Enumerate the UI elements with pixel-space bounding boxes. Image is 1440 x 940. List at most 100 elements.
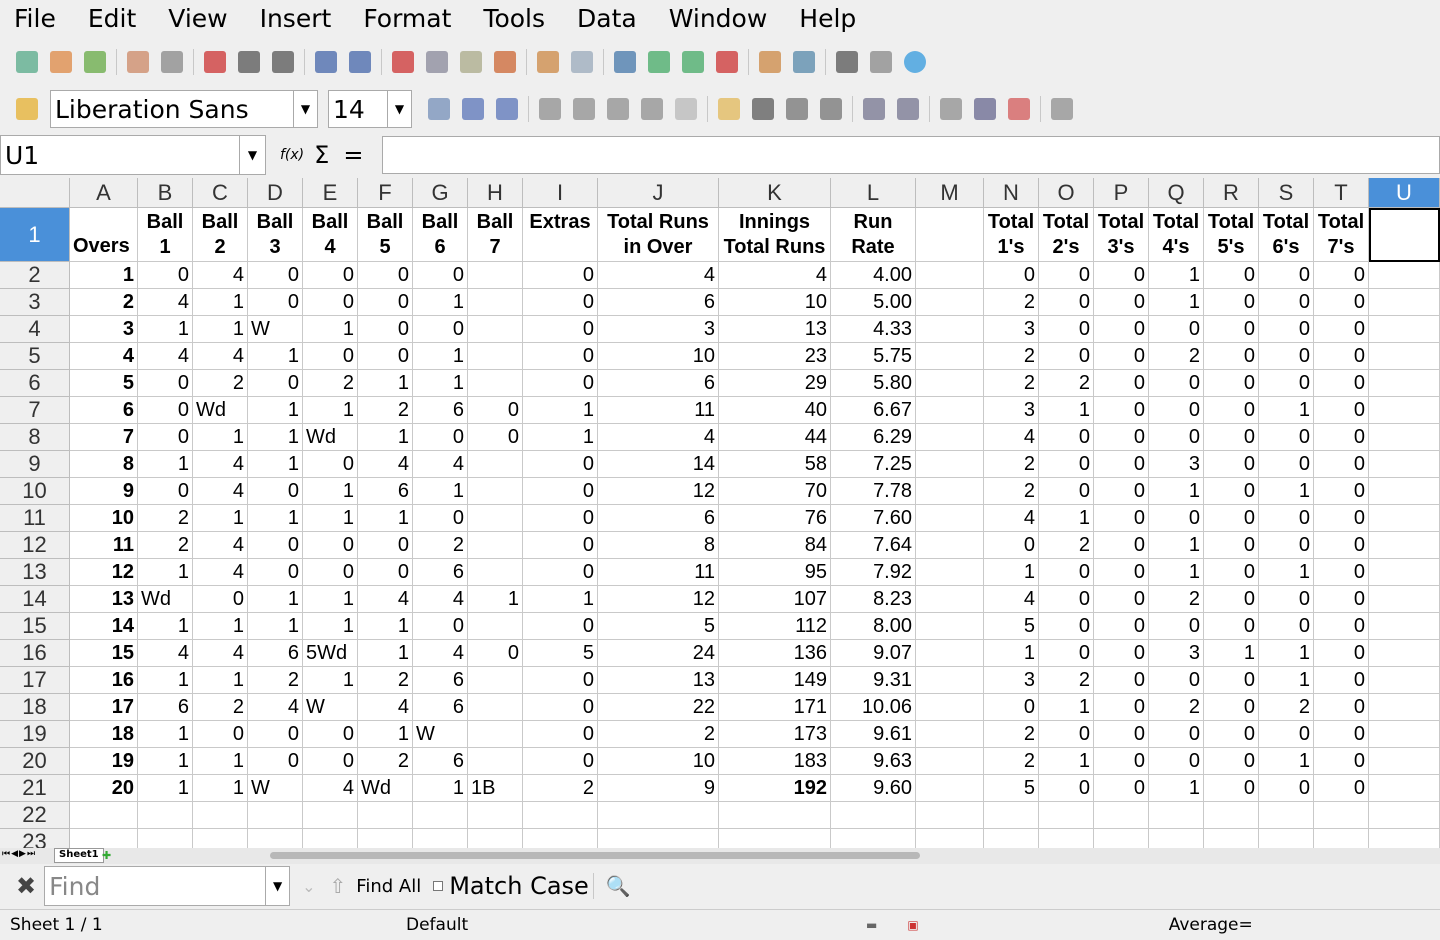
cell-a5[interactable]: 4 (70, 343, 138, 370)
menu-edit[interactable]: Edit (87, 3, 137, 33)
menu-tools[interactable]: Tools (483, 3, 546, 33)
cell-o17[interactable]: 2 (1039, 667, 1094, 694)
cell-e6[interactable]: 2 (303, 370, 358, 397)
cell-s9[interactable]: 0 (1259, 451, 1314, 478)
cell-a16[interactable]: 15 (70, 640, 138, 667)
cell-p7[interactable]: 0 (1094, 397, 1149, 424)
cell-i3[interactable]: 0 (523, 289, 598, 316)
cell-q12[interactable]: 1 (1149, 532, 1204, 559)
cell-f9[interactable]: 4 (358, 451, 413, 478)
cell-q4[interactable]: 0 (1149, 316, 1204, 343)
column-header-o[interactable]: O (1039, 178, 1094, 208)
row-header-11[interactable]: 11 (0, 505, 70, 532)
cell-g13[interactable]: 6 (413, 559, 468, 586)
cell-g2[interactable]: 0 (413, 262, 468, 289)
cell-o11[interactable]: 1 (1039, 505, 1094, 532)
cell-b3[interactable]: 4 (138, 289, 193, 316)
cell-k18[interactable]: 171 (719, 694, 831, 721)
cell-m23[interactable] (916, 829, 984, 848)
cell-s17[interactable]: 1 (1259, 667, 1314, 694)
cell-o19[interactable]: 0 (1039, 721, 1094, 748)
cell-a10[interactable]: 9 (70, 478, 138, 505)
menu-data[interactable]: Data (577, 3, 637, 33)
column-header-j[interactable]: J (598, 178, 719, 208)
cell-g12[interactable]: 2 (413, 532, 468, 559)
copy-icon[interactable] (426, 51, 448, 73)
cell-u23[interactable] (1369, 829, 1440, 848)
cell-o6[interactable]: 2 (1039, 370, 1094, 397)
navigator-icon[interactable] (614, 51, 636, 73)
find-all-button[interactable]: Find All (356, 875, 422, 897)
bold-icon[interactable] (428, 98, 450, 120)
cell-p20[interactable]: 0 (1094, 748, 1149, 775)
cell-p8[interactable]: 0 (1094, 424, 1149, 451)
cell-j19[interactable]: 2 (598, 721, 719, 748)
cell-a7[interactable]: 6 (70, 397, 138, 424)
cell-o5[interactable]: 0 (1039, 343, 1094, 370)
underline-icon[interactable] (496, 98, 518, 120)
cell-p15[interactable]: 0 (1094, 613, 1149, 640)
cell-p17[interactable]: 0 (1094, 667, 1149, 694)
cell-c7[interactable]: Wd (193, 397, 248, 424)
cell-s22[interactable] (1259, 802, 1314, 829)
cell-n18[interactable]: 0 (984, 694, 1039, 721)
cell-k17[interactable]: 149 (719, 667, 831, 694)
cell-n17[interactable]: 3 (984, 667, 1039, 694)
cell-p10[interactable]: 0 (1094, 478, 1149, 505)
cell-u16[interactable] (1369, 640, 1440, 667)
cell-e2[interactable]: 0 (303, 262, 358, 289)
export-icon[interactable] (127, 51, 149, 73)
select-all-corner[interactable] (0, 178, 70, 208)
cell-s21[interactable]: 0 (1259, 775, 1314, 802)
cell-p12[interactable]: 0 (1094, 532, 1149, 559)
cell-h22[interactable] (468, 802, 523, 829)
find-dropdown[interactable]: ▼ (266, 866, 291, 906)
cell-j20[interactable]: 10 (598, 748, 719, 775)
cell-c20[interactable]: 1 (193, 748, 248, 775)
cell-k15[interactable]: 112 (719, 613, 831, 640)
cell-m6[interactable] (916, 370, 984, 397)
cell-i2[interactable]: 0 (523, 262, 598, 289)
cell-k6[interactable]: 29 (719, 370, 831, 397)
cell-q20[interactable]: 0 (1149, 748, 1204, 775)
cell-o2[interactable]: 0 (1039, 262, 1094, 289)
increase-indent-icon[interactable] (897, 98, 919, 120)
cell-b17[interactable]: 1 (138, 667, 193, 694)
cell-c13[interactable]: 4 (193, 559, 248, 586)
cell-j12[interactable]: 8 (598, 532, 719, 559)
cell-o13[interactable]: 0 (1039, 559, 1094, 586)
cell-s4[interactable]: 0 (1259, 316, 1314, 343)
cell-k9[interactable]: 58 (719, 451, 831, 478)
cell-l4[interactable]: 4.33 (831, 316, 916, 343)
cell-g4[interactable]: 0 (413, 316, 468, 343)
cell-i17[interactable]: 0 (523, 667, 598, 694)
cell-c11[interactable]: 1 (193, 505, 248, 532)
header-cell-l[interactable]: Run Rate (831, 208, 916, 262)
cell-f15[interactable]: 1 (358, 613, 413, 640)
row-header-17[interactable]: 17 (0, 667, 70, 694)
cell-e12[interactable]: 0 (303, 532, 358, 559)
cell-s6[interactable]: 0 (1259, 370, 1314, 397)
cell-n3[interactable]: 2 (984, 289, 1039, 316)
cell-n12[interactable]: 0 (984, 532, 1039, 559)
cell-m19[interactable] (916, 721, 984, 748)
header-cell-n[interactable]: Total 1's (984, 208, 1039, 262)
row-header-4[interactable]: 4 (0, 316, 70, 343)
cell-n8[interactable]: 4 (984, 424, 1039, 451)
cell-t15[interactable]: 0 (1314, 613, 1369, 640)
cell-j21[interactable]: 9 (598, 775, 719, 802)
cell-u19[interactable] (1369, 721, 1440, 748)
styles-formatting-icon[interactable] (16, 98, 38, 120)
cell-c12[interactable]: 4 (193, 532, 248, 559)
font-name-combo[interactable]: Liberation Sans (50, 90, 294, 128)
cell-h21[interactable]: 1B (468, 775, 523, 802)
cell-p9[interactable]: 0 (1094, 451, 1149, 478)
cell-g14[interactable]: 4 (413, 586, 468, 613)
delete-decimal-icon[interactable] (820, 98, 842, 120)
cell-r23[interactable] (1204, 829, 1259, 848)
cell-h17[interactable] (468, 667, 523, 694)
cell-h13[interactable] (468, 559, 523, 586)
cell-d12[interactable]: 0 (248, 532, 303, 559)
cell-h18[interactable] (468, 694, 523, 721)
cell-h7[interactable]: 0 (468, 397, 523, 424)
